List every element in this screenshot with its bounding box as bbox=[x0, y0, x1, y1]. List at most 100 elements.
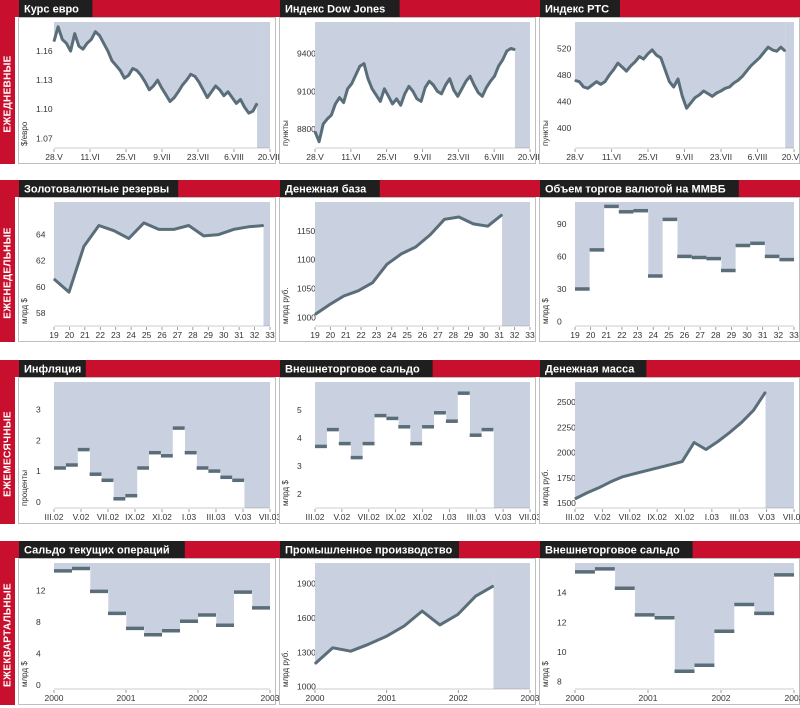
x-tick-label: 20 bbox=[586, 330, 596, 340]
chart-tradebal_q: Внешнеторговое сальдо млрд $ 8 10 12 14 2000 20… bbox=[539, 541, 800, 705]
data-point bbox=[432, 84, 434, 86]
y-tick-label: 1050 bbox=[297, 284, 316, 294]
x-tick-label: 23.VII bbox=[710, 152, 732, 162]
x-tick-label: V.02 bbox=[334, 512, 351, 522]
y-tick-label: 1100 bbox=[297, 255, 316, 265]
y-tick-label: 1 bbox=[36, 466, 41, 476]
y-tick-label: 400 bbox=[557, 123, 571, 133]
data-point bbox=[693, 441, 695, 444]
x-tick-label: 2001 bbox=[639, 693, 658, 703]
step-column bbox=[198, 615, 217, 689]
y-tick-label: 62 bbox=[36, 256, 46, 266]
x-tick-label: 6.VIII bbox=[224, 152, 244, 162]
x-tick-label: 25 bbox=[664, 330, 674, 340]
shaded-area bbox=[315, 22, 515, 142]
chart-title-tab bbox=[540, 541, 693, 558]
data-point bbox=[136, 69, 138, 72]
data-point bbox=[664, 69, 666, 71]
data-point bbox=[595, 81, 598, 83]
data-point bbox=[763, 51, 765, 54]
data-point bbox=[574, 79, 576, 81]
y-axis-label: млрд руб. bbox=[541, 469, 550, 506]
y-tick-label: 4 bbox=[36, 649, 41, 659]
chart-title-tab bbox=[19, 180, 179, 197]
data-point bbox=[144, 81, 146, 83]
chart-title: Внешнеторговое сальдо bbox=[285, 364, 420, 376]
chart-title-tab bbox=[19, 360, 86, 377]
section-band bbox=[0, 541, 15, 705]
data-point bbox=[314, 131, 316, 133]
shaded-area bbox=[575, 382, 766, 499]
shaded-area bbox=[493, 563, 530, 689]
y-tick-label: 58 bbox=[36, 308, 46, 318]
y-tick-label: 2 bbox=[297, 489, 302, 499]
y-tick-label: 1750 bbox=[557, 473, 576, 483]
step-column bbox=[90, 591, 109, 689]
data-point bbox=[780, 46, 782, 48]
data-point bbox=[256, 102, 258, 104]
step-column bbox=[774, 574, 795, 689]
data-point bbox=[439, 624, 441, 626]
x-tick-label: 29 bbox=[464, 330, 474, 340]
data-point bbox=[741, 421, 743, 423]
step-column bbox=[674, 671, 695, 689]
series-line bbox=[314, 213, 504, 316]
data-point bbox=[140, 74, 142, 76]
data-point bbox=[233, 228, 235, 230]
data-point bbox=[424, 86, 426, 89]
x-tick-label: 23 bbox=[111, 330, 121, 340]
data-point bbox=[223, 95, 225, 97]
data-point bbox=[489, 80, 492, 82]
x-tick-label: V.03 bbox=[235, 512, 252, 522]
x-tick-label: 28 bbox=[711, 330, 721, 340]
data-point bbox=[475, 595, 477, 597]
data-point bbox=[128, 237, 130, 240]
step-column bbox=[338, 443, 351, 508]
data-point bbox=[510, 47, 512, 50]
chart-current: Сальдо текущих операций млрд $ 0 4 8 12 2000 20… bbox=[18, 541, 280, 705]
data-point bbox=[733, 82, 735, 84]
data-point bbox=[123, 77, 125, 79]
data-point bbox=[465, 80, 467, 82]
y-axis-label: проценты bbox=[20, 470, 29, 506]
data-point bbox=[343, 295, 345, 297]
x-tick-label: 28.V bbox=[306, 152, 324, 162]
data-point bbox=[338, 97, 341, 99]
data-point bbox=[231, 97, 233, 99]
data-point bbox=[65, 42, 67, 44]
chart-micex: Объем торгов валютой на ММВБ млрд $ 0 30 60 9… bbox=[539, 180, 800, 342]
x-tick-label: 26 bbox=[157, 330, 167, 340]
data-point bbox=[61, 38, 63, 41]
x-tick-label: 29 bbox=[204, 330, 214, 340]
y-tick-label: 1000 bbox=[297, 682, 316, 692]
x-tick-label: 2000 bbox=[306, 693, 325, 703]
data-point bbox=[634, 61, 636, 63]
data-point bbox=[107, 50, 109, 52]
data-point bbox=[173, 228, 175, 230]
step-column bbox=[398, 426, 411, 508]
step-column bbox=[469, 435, 482, 508]
y-tick-label: 2250 bbox=[557, 422, 576, 432]
x-tick-label: 19 bbox=[49, 330, 59, 340]
data-point bbox=[591, 84, 593, 86]
section-label: ЕЖЕНЕДЕЛЬНЫЕ bbox=[3, 227, 14, 319]
data-point bbox=[386, 263, 388, 265]
data-point bbox=[657, 467, 660, 469]
y-tick-label: 8 bbox=[36, 617, 41, 627]
x-tick-label: V.03 bbox=[495, 512, 512, 522]
shaded-area bbox=[575, 22, 786, 109]
x-tick-label: 27 bbox=[433, 330, 443, 340]
data-point bbox=[94, 31, 96, 33]
chart-inflation: Инфляция проценты 0 1 2 3 III.02 V.02 VII.02 IX.0… bbox=[18, 360, 281, 524]
section-2: ЕЖЕНЕДЕЛЬНЫЕ bbox=[0, 180, 15, 342]
data-point bbox=[776, 50, 778, 52]
data-point bbox=[461, 88, 463, 90]
x-tick-label: 23.VII bbox=[187, 152, 209, 162]
y-tick-label: 1.13 bbox=[36, 75, 53, 85]
data-point bbox=[143, 222, 145, 224]
data-point bbox=[262, 224, 265, 227]
data-point bbox=[481, 95, 483, 97]
data-point bbox=[244, 106, 246, 108]
chart-title: Курс евро bbox=[24, 4, 79, 16]
y-axis-label: млрд руб. bbox=[281, 650, 290, 687]
